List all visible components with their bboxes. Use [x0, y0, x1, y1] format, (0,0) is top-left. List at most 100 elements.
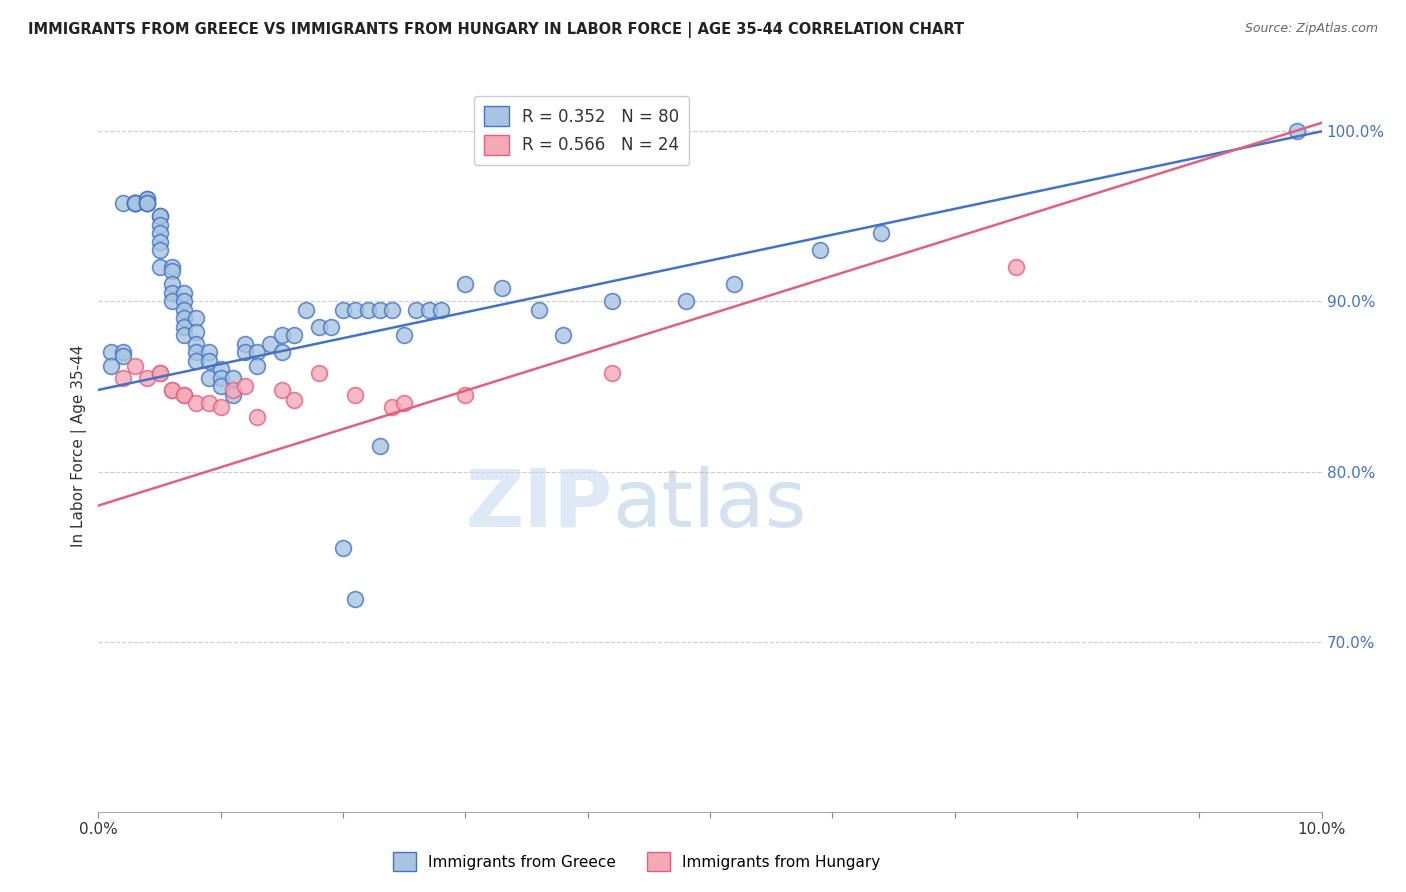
Point	[149, 366, 172, 380]
Point	[173, 320, 195, 334]
Point	[149, 235, 172, 249]
Point	[283, 328, 305, 343]
Point	[392, 328, 416, 343]
Point	[197, 396, 219, 410]
Point	[124, 195, 146, 210]
Point	[222, 388, 245, 402]
Point	[173, 294, 195, 309]
Point	[149, 227, 172, 241]
Point	[308, 366, 330, 380]
Point	[209, 400, 232, 414]
Point	[160, 294, 183, 309]
Text: atlas: atlas	[612, 466, 807, 543]
Point	[356, 302, 378, 317]
Point	[160, 383, 183, 397]
Point	[186, 354, 208, 368]
Point	[124, 195, 146, 210]
Point	[270, 345, 292, 359]
Point	[197, 371, 219, 385]
Point	[600, 366, 623, 380]
Point	[283, 393, 305, 408]
Point	[173, 302, 195, 317]
Point	[344, 592, 367, 607]
Point	[675, 294, 697, 309]
Text: Source: ZipAtlas.com: Source: ZipAtlas.com	[1244, 22, 1378, 36]
Point	[111, 371, 134, 385]
Point	[111, 349, 134, 363]
Point	[160, 277, 183, 292]
Point	[222, 371, 245, 385]
Point	[246, 359, 269, 373]
Point	[246, 410, 269, 425]
Point	[100, 345, 122, 359]
Point	[381, 302, 404, 317]
Point	[124, 195, 146, 210]
Point	[1286, 124, 1309, 138]
Point	[149, 210, 172, 224]
Point	[270, 328, 292, 343]
Point	[186, 337, 208, 351]
Point	[197, 345, 219, 359]
Point	[368, 439, 391, 453]
Point	[160, 260, 183, 275]
Point	[149, 218, 172, 232]
Point	[344, 388, 367, 402]
Point	[149, 260, 172, 275]
Point	[295, 302, 318, 317]
Point	[454, 277, 477, 292]
Y-axis label: In Labor Force | Age 35-44: In Labor Force | Age 35-44	[72, 345, 87, 547]
Point	[808, 244, 831, 258]
Point	[723, 277, 745, 292]
Point	[124, 195, 146, 210]
Point	[186, 345, 208, 359]
Point	[197, 354, 219, 368]
Point	[392, 396, 416, 410]
Point	[209, 379, 232, 393]
Point	[405, 302, 427, 317]
Point	[491, 281, 513, 295]
Point	[124, 359, 146, 373]
Point	[160, 285, 183, 300]
Point	[430, 302, 453, 317]
Point	[209, 362, 232, 376]
Point	[308, 320, 330, 334]
Point	[173, 328, 195, 343]
Point	[136, 195, 159, 210]
Point	[1004, 260, 1026, 275]
Point	[454, 388, 477, 402]
Point	[111, 195, 134, 210]
Point	[381, 400, 404, 414]
Point	[344, 302, 367, 317]
Text: IMMIGRANTS FROM GREECE VS IMMIGRANTS FROM HUNGARY IN LABOR FORCE | AGE 35-44 COR: IMMIGRANTS FROM GREECE VS IMMIGRANTS FRO…	[28, 22, 965, 38]
Point	[160, 383, 183, 397]
Point	[173, 285, 195, 300]
Point	[111, 345, 134, 359]
Point	[233, 345, 256, 359]
Point	[100, 359, 122, 373]
Point	[124, 195, 146, 210]
Point	[186, 311, 208, 326]
Point	[233, 379, 256, 393]
Point	[149, 366, 172, 380]
Point	[270, 383, 292, 397]
Point	[136, 192, 159, 206]
Point	[368, 302, 391, 317]
Point	[136, 195, 159, 210]
Point	[259, 337, 281, 351]
Point	[233, 337, 256, 351]
Text: ZIP: ZIP	[465, 466, 612, 543]
Point	[870, 227, 893, 241]
Point	[149, 210, 172, 224]
Point	[186, 396, 208, 410]
Point	[136, 371, 159, 385]
Point	[173, 388, 195, 402]
Point	[332, 302, 354, 317]
Point	[136, 192, 159, 206]
Point	[332, 541, 354, 555]
Point	[173, 388, 195, 402]
Point	[136, 195, 159, 210]
Legend: Immigrants from Greece, Immigrants from Hungary: Immigrants from Greece, Immigrants from …	[387, 847, 886, 877]
Point	[222, 383, 245, 397]
Point	[600, 294, 623, 309]
Point	[160, 264, 183, 278]
